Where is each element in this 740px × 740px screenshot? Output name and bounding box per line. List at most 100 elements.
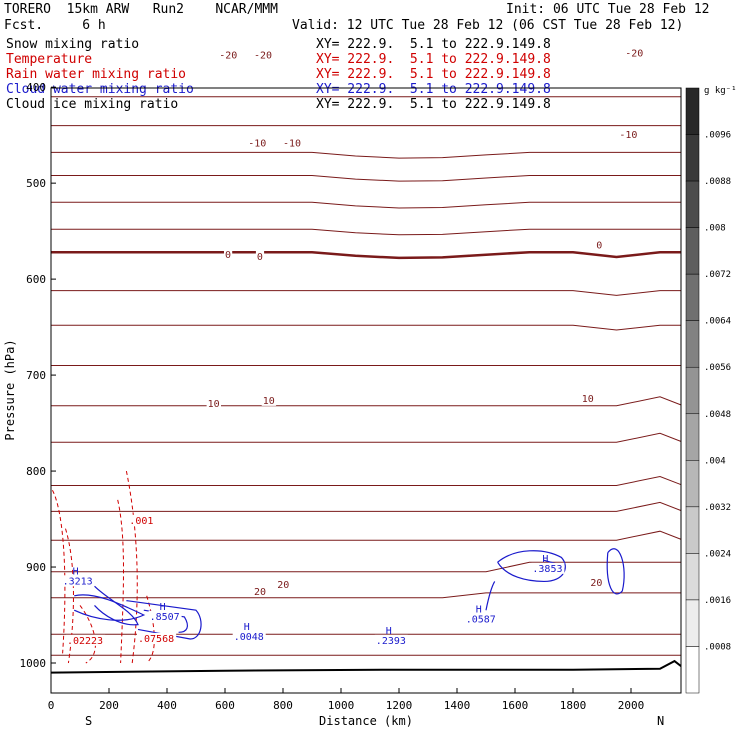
cloud-water-contour	[606, 548, 625, 595]
rain-label: .07568	[138, 634, 174, 645]
temperature-label-bg	[624, 47, 645, 59]
colorbar-bin	[685, 646, 700, 694]
temperature-label: 20	[277, 580, 289, 591]
rain-label-bg	[65, 634, 106, 646]
cloud-water-maximum-label-bg	[464, 613, 498, 625]
temperature-label: -20	[219, 50, 237, 61]
temperature-label-bg	[206, 397, 221, 409]
y-tick-label: 500	[26, 177, 46, 190]
x-tick-label: 0	[48, 699, 55, 712]
isotherm-line	[51, 475, 681, 486]
field-name-cloud-ice: Cloud ice mixing ratio	[6, 97, 179, 112]
cloud-water-contour	[94, 585, 139, 626]
isotherm-line	[51, 592, 681, 599]
field-name-temperature: Temperature	[6, 52, 93, 67]
plot-frame	[50, 87, 682, 694]
y-tick-label: 800	[26, 465, 46, 478]
colorbar-bin	[685, 134, 700, 182]
colorbar-tick-label: .0024	[704, 549, 731, 559]
temperature-label: 20	[590, 578, 602, 589]
field-name-snow: Snow mixing ratio	[6, 37, 140, 52]
cloud-water-maximum-label: .0048	[234, 632, 264, 643]
cloud-water-maximum-label: .3853	[532, 564, 562, 575]
cloud-water-maximum-label: .2393	[376, 636, 406, 647]
rain-contour	[117, 499, 124, 664]
rain-contour	[125, 470, 138, 664]
valid-time: Valid: 12 UTC Tue 28 Feb 12 (06 CST Tue …	[292, 18, 684, 33]
cloud-water-maximum-label-marker: H	[160, 602, 166, 613]
colorbar-bin	[685, 320, 700, 368]
colorbar-bin	[685, 180, 700, 228]
colorbar-bin	[685, 273, 700, 321]
isotherm-line	[51, 151, 681, 159]
cloud-water-contour	[143, 609, 189, 633]
x-tick-label: 1600	[502, 699, 529, 712]
temperature-label: -20	[625, 48, 643, 59]
colorbar-bin	[685, 87, 700, 135]
cloud-water-maximum-label: .8507	[150, 612, 180, 623]
colorbar-bin	[685, 460, 700, 508]
field-xy-snow: XY= 222.9. 5.1 to 222.9.149.8	[316, 37, 551, 52]
cloud-water-contour	[485, 581, 496, 611]
x-tick-label: 2000	[618, 699, 645, 712]
x-tick-label: 600	[215, 699, 235, 712]
temperature-label: -20	[254, 50, 272, 61]
isotherm-line	[51, 530, 681, 541]
x-tick-label: 800	[273, 699, 293, 712]
colorbar-bin	[685, 413, 700, 461]
temperature-label: -10	[619, 130, 637, 141]
colorbar-tick-label: .008	[704, 224, 726, 234]
temperature-label: 0	[225, 250, 231, 261]
temperature-label: 0	[257, 252, 263, 263]
y-tick-label: 400	[26, 81, 46, 94]
x-tick-label: 1400	[444, 699, 471, 712]
colorbar-bin	[685, 553, 700, 601]
cloud-water-maximum-label-bg	[61, 575, 95, 587]
colorbar-tick-label: .0088	[704, 177, 731, 187]
isotherm-line	[51, 290, 681, 296]
terrain-line	[51, 659, 681, 674]
x-tick-label: 1800	[560, 699, 587, 712]
colorbar: .0096 .0088 .008 .0072 .0064 .0056 .0048 .004 .0…	[685, 87, 731, 694]
temperature-label-bg	[261, 394, 277, 406]
colorbar-tick-label: .0048	[704, 410, 731, 420]
isotherm-line	[51, 250, 681, 260]
temperature-label-bg	[589, 577, 604, 589]
colorbar-tick-label: .0016	[704, 596, 731, 606]
field-name-rain: Rain water mixing ratio	[6, 67, 187, 82]
rain-contour	[146, 595, 155, 664]
cloud-water-contour	[126, 600, 202, 640]
isotherm-line	[51, 201, 681, 209]
cloud-water-contour	[73, 594, 146, 621]
cloud-water-maximum-label-bg	[374, 634, 408, 646]
cloud-water-maximum-label: .0587	[466, 615, 496, 626]
colorbar-tick-label: .0096	[704, 131, 731, 141]
isotherm-line	[51, 432, 681, 443]
cloud-water-maximum-label-marker: H	[244, 622, 250, 633]
isotherm-line	[51, 501, 681, 512]
colorbar-bin	[685, 599, 700, 647]
x-end-left-label: S	[85, 714, 92, 728]
field-xy-cloud-water: XY= 222.9. 5.1 to 222.9.149.8	[316, 82, 551, 97]
isotherm-line	[51, 324, 681, 331]
temperature-label-bg	[247, 137, 268, 149]
x-tick-label: 1000	[328, 699, 355, 712]
temperature-label-bg	[282, 137, 303, 149]
rain-label-bg	[128, 514, 156, 526]
temperature-label: 10	[582, 394, 594, 405]
x-tick-label: 200	[99, 699, 119, 712]
isotherm-lines	[51, 96, 681, 674]
cloud-water-maximum-label-marker: H	[542, 554, 548, 565]
temperature-label-bg	[253, 585, 268, 597]
field-xy-cloud-ice: XY= 222.9. 5.1 to 222.9.149.8	[316, 97, 551, 112]
y-axis: 2003004005006007008009001000	[20, 81, 56, 670]
colorbar-tick-label: .0064	[704, 317, 731, 327]
temperature-label: 10	[263, 396, 275, 407]
x-axis-label: Distance (km)	[319, 714, 413, 728]
init-time: Init: 06 UTC Tue 28 Feb 12	[506, 2, 710, 17]
isotherm-line	[51, 175, 681, 182]
temperature-label: -10	[248, 139, 266, 150]
temperature-label-bg	[580, 392, 596, 404]
cloud-water-maximum-label-bg	[232, 630, 266, 642]
